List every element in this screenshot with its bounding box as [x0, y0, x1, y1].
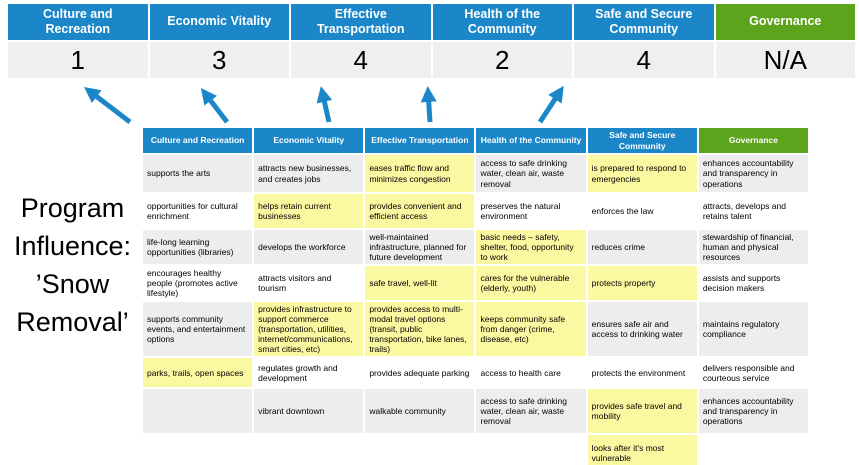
program-title-line: Influence:: [13, 231, 132, 261]
matrix-cell: enforces the law: [587, 194, 697, 228]
matrix-cell: ensures safe air and access to drinking …: [587, 302, 697, 357]
matrix-cell: [476, 435, 586, 465]
matrix-cell: vibrant downtown: [254, 389, 364, 434]
matrix-row: life-long learning opportunities (librar…: [143, 230, 808, 265]
matrix-row: encourages healthy people (promotes acti…: [143, 266, 808, 301]
matrix-cell: maintains regulatory compliance: [698, 302, 808, 357]
matrix-cell: preserves the natural environment: [476, 194, 586, 228]
matrix-cell: eases traffic flow and minimizes congest…: [365, 155, 475, 192]
matrix-cell: provides infrastructure to support comme…: [254, 302, 364, 357]
matrix-cell: protects the environment: [587, 358, 697, 388]
matrix-cell: encourages healthy people (promotes acti…: [143, 266, 253, 301]
matrix-cell: provides access to multi-modal travel op…: [365, 302, 475, 357]
matrix-cell: enhances accountability and transparency…: [698, 155, 808, 192]
matrix-cell: protects property: [587, 266, 697, 301]
matrix-cell: is prepared to respond to emergencies: [587, 155, 697, 192]
arrow-to-health-community: [420, 86, 437, 123]
matrix-cell: looks after it's most vulnerable: [587, 435, 697, 465]
matrix-cell: supports the arts: [143, 155, 253, 192]
matrix-header-cell: Effective Transportation: [365, 128, 475, 153]
matrix-cell: well-maintained infrastructure, planned …: [365, 230, 475, 265]
arrow-to-economic-vitality: [200, 88, 229, 124]
matrix-cell: [143, 435, 253, 465]
scoreboard-column-effective-transportation: Effective Transportation 4: [291, 4, 431, 78]
scoreboard-header-governance: Governance: [715, 4, 855, 40]
scoreboard-score-effective-transportation: 4: [291, 42, 431, 78]
matrix-header-cell: Health of the Community: [476, 128, 586, 153]
matrix-cell: helps retain current businesses: [254, 194, 364, 228]
matrix-cell: cares for the vulnerable (elderly, youth…: [476, 266, 586, 301]
matrix-row: supports community events, and entertain…: [143, 302, 808, 357]
scoreboard-score-health-community: 2: [432, 42, 572, 78]
scoreboard-column-culture-recreation: Culture and Recreation 1: [8, 4, 148, 78]
program-title-line: ’Snow: [35, 269, 110, 299]
matrix-cell: parks, trails, open spaces: [143, 358, 253, 388]
scoreboard-score-governance: N/A: [715, 42, 855, 78]
matrix-cell: basic needs – safety, shelter, food, opp…: [476, 230, 586, 265]
scoreboard-column-economic-vitality: Economic Vitality 3: [149, 4, 289, 78]
matrix-cell: [143, 389, 253, 434]
matrix-cell: provides safe travel and mobility: [587, 389, 697, 434]
matrix-row: vibrant downtown walkable community access…: [143, 389, 808, 434]
scoreboard: Culture and Recreation 1 Economic Vitali…: [8, 4, 855, 78]
matrix-cell: provides convenient and efficient access: [365, 194, 475, 228]
matrix-cell: life-long learning opportunities (librar…: [143, 230, 253, 265]
scoreboard-header-effective-transportation: Effective Transportation: [291, 4, 431, 40]
matrix-cell: assists and supports decision makers: [698, 266, 808, 301]
matrix-cell: enhances accountability and transparency…: [698, 389, 808, 434]
matrix-row: looks after it's most vulnerable: [143, 435, 808, 465]
scoreboard-header-economic-vitality: Economic Vitality: [149, 4, 289, 40]
matrix-cell: delivers responsible and courteous servi…: [698, 358, 808, 388]
scoreboard-header-culture-recreation: Culture and Recreation: [8, 4, 148, 40]
matrix-cell: safe travel, well-lit: [365, 266, 475, 301]
matrix-cell: develops the workforce: [254, 230, 364, 265]
matrix-cell: attracts, develops and retains talent: [698, 194, 808, 228]
matrix-header-cell: Safe and Secure Community: [587, 128, 697, 153]
matrix-header-row: Culture and Recreation Economic Vitality E…: [143, 128, 808, 153]
program-influence-title: Program Influence: ’Snow Removal’: [0, 189, 145, 341]
matrix-cell: attracts new businesses, and creates job…: [254, 155, 364, 192]
scoreboard-score-culture-recreation: 1: [8, 42, 148, 78]
matrix-header-cell: Culture and Recreation: [143, 128, 253, 153]
arrow-to-safe-secure-community: [537, 85, 564, 124]
matrix-cell: [254, 435, 364, 465]
matrix-cell: walkable community: [365, 389, 475, 434]
program-title-line: Removal’: [16, 307, 129, 337]
scoreboard-column-health-community: Health of the Community 2: [432, 4, 572, 78]
scoreboard-header-health-community: Health of the Community: [432, 4, 572, 40]
matrix-cell: keeps community safe from danger (crime,…: [476, 302, 586, 357]
matrix-cell: [365, 435, 475, 465]
scoreboard-header-safe-secure-community: Safe and Secure Community: [574, 4, 714, 40]
scoreboard-score-economic-vitality: 3: [149, 42, 289, 78]
matrix-header-cell: Governance: [698, 128, 808, 153]
matrix-header-cell: Economic Vitality: [254, 128, 364, 153]
matrix-row: supports the arts attracts new businesses…: [143, 155, 808, 192]
matrix-cell: opportunities for cultural enrichment: [143, 194, 253, 228]
matrix-cell: supports community events, and entertain…: [143, 302, 253, 357]
influence-matrix: Culture and Recreation Economic Vitality E…: [143, 128, 808, 465]
arrow-to-effective-transportation: [316, 86, 333, 123]
matrix-cell: provides adequate parking: [365, 358, 475, 388]
matrix-row: opportunities for cultural enrichment hel…: [143, 194, 808, 228]
matrix-cell: regulates growth and development: [254, 358, 364, 388]
matrix-cell: reduces crime: [587, 230, 697, 265]
matrix-cell: access to safe drinking water, clean air…: [476, 389, 586, 434]
matrix-cell: access to safe drinking water, clean air…: [476, 155, 586, 192]
matrix-cell: stewardship of financial, human and phys…: [698, 230, 808, 265]
scoreboard-score-safe-secure-community: 4: [574, 42, 714, 78]
arrow-to-culture-recreation: [84, 86, 132, 124]
program-title-line: Program: [20, 193, 125, 223]
matrix-cell: access to health care: [476, 358, 586, 388]
scoreboard-column-governance: Governance N/A: [715, 4, 855, 78]
matrix-row: parks, trails, open spaces regulates grow…: [143, 358, 808, 388]
matrix-cell: [698, 435, 808, 465]
matrix-cell: attracts visitors and tourism: [254, 266, 364, 301]
scoreboard-column-safe-secure-community: Safe and Secure Community 4: [574, 4, 714, 78]
